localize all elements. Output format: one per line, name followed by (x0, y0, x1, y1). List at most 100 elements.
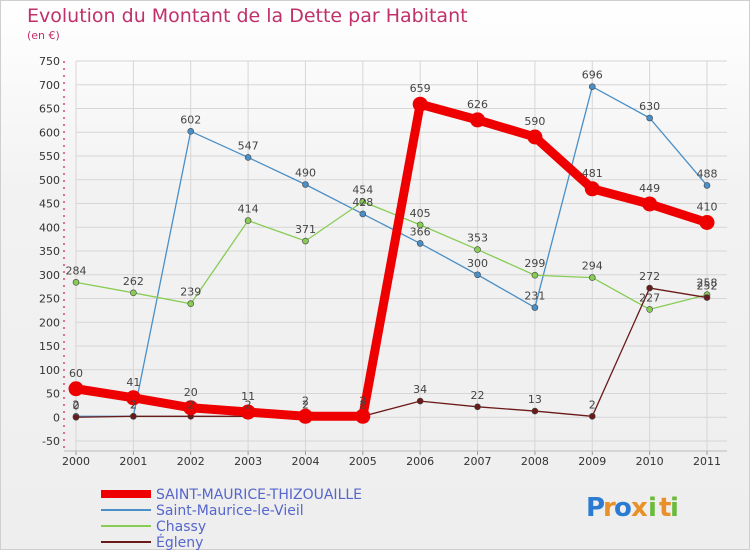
data-label: 294 (582, 260, 603, 273)
data-label: 2 (302, 394, 309, 407)
legend-label: Saint-Maurice-le-Vieil (156, 503, 304, 519)
data-label: 490 (295, 167, 316, 180)
data-point (302, 237, 309, 245)
data-point (474, 246, 481, 253)
data-label: 300 (467, 257, 488, 270)
y-tick-label: 400 (39, 221, 60, 234)
data-label: 2 (187, 398, 194, 411)
data-label: 2 (130, 398, 137, 411)
data-point (646, 284, 653, 292)
data-point (68, 381, 84, 397)
data-point (359, 198, 367, 205)
y-tick-label: 350 (39, 245, 60, 258)
y-tick-label: 300 (39, 269, 60, 282)
y-tick-label: 200 (39, 316, 60, 329)
data-label: 60 (69, 367, 83, 380)
data-point (470, 112, 486, 128)
data-point (72, 279, 80, 286)
data-label: 696 (582, 69, 603, 82)
data-label: 2 (130, 398, 137, 411)
data-label: 547 (238, 139, 259, 152)
data-label: 630 (639, 100, 660, 113)
y-tick-label: 650 (39, 103, 60, 116)
brand-letter: o (614, 493, 632, 523)
data-label: 299 (524, 257, 545, 270)
data-point (244, 217, 252, 224)
brand-letter: x (631, 493, 648, 523)
data-point (588, 412, 596, 420)
data-point (588, 83, 596, 90)
data-label: 2 (359, 398, 366, 411)
data-point (531, 271, 539, 279)
chart-title: Evolution du Montant de la Dette par Hab… (27, 5, 468, 27)
data-label: 239 (180, 286, 201, 299)
brand-letter: i (670, 493, 679, 523)
x-tick-label: 2000 (62, 455, 90, 468)
data-label: 371 (295, 223, 316, 236)
y-tick-label: 150 (39, 340, 60, 353)
data-label: 284 (66, 264, 87, 277)
data-point (130, 412, 137, 420)
data-label: 414 (238, 203, 259, 216)
brand-letter: t (659, 493, 671, 523)
data-label: 366 (410, 225, 431, 238)
y-tick-label: 700 (39, 79, 60, 92)
chart-subtitle: (en €) (27, 29, 60, 42)
data-label: 41 (126, 376, 140, 389)
data-point (642, 196, 658, 212)
data-label: 590 (524, 115, 545, 128)
data-label: 2 (359, 394, 366, 407)
data-label: 353 (467, 232, 488, 245)
data-label: 2 (73, 398, 80, 411)
data-label: 2 (589, 398, 596, 411)
data-point (416, 240, 424, 247)
data-label: 34 (413, 383, 427, 396)
y-tick-label: 100 (39, 364, 60, 377)
x-tick-label: 2007 (464, 455, 492, 468)
data-label: 227 (639, 291, 660, 304)
data-point (355, 408, 371, 424)
series-line (75, 200, 708, 311)
data-point (187, 128, 195, 135)
data-label: 659 (410, 82, 431, 95)
legend-label: SAINT-MAURICE-THIZOUAILLE (156, 487, 362, 503)
data-label: 272 (639, 270, 660, 283)
y-tick-label: 550 (39, 150, 60, 163)
data-point (302, 181, 309, 188)
data-point (474, 271, 481, 279)
x-tick-label: 2002 (177, 455, 205, 468)
data-point (187, 300, 195, 308)
data-point (531, 304, 539, 311)
y-tick-label: 750 (39, 55, 60, 68)
data-label: 262 (123, 275, 144, 288)
x-tick-label: 2008 (521, 455, 549, 468)
data-label: 20 (184, 386, 198, 399)
x-tick-label: 2001 (119, 455, 147, 468)
data-point (699, 215, 715, 230)
data-point (240, 404, 256, 420)
data-label: 0 (73, 399, 80, 412)
data-label: 2 (302, 398, 309, 411)
series-line (75, 287, 708, 418)
y-tick-label: 250 (39, 293, 60, 306)
data-point (703, 182, 711, 189)
data-label: 481 (582, 167, 603, 180)
brand-letter: r (603, 493, 616, 523)
series-line (71, 99, 712, 421)
data-label: 2 (245, 398, 252, 411)
data-label: 252 (697, 280, 718, 293)
x-tick-label: 2005 (349, 455, 377, 468)
data-point (416, 397, 424, 405)
data-point (359, 210, 367, 218)
data-label: 13 (528, 393, 542, 406)
y-tick-label: -50 (42, 435, 60, 448)
data-label: 428 (352, 196, 373, 209)
x-tick-label: 2004 (291, 455, 319, 468)
data-point (474, 403, 481, 411)
x-tick-label: 2006 (406, 455, 434, 468)
y-tick-label: 600 (39, 126, 60, 139)
data-point (244, 154, 252, 161)
data-point (703, 294, 711, 301)
